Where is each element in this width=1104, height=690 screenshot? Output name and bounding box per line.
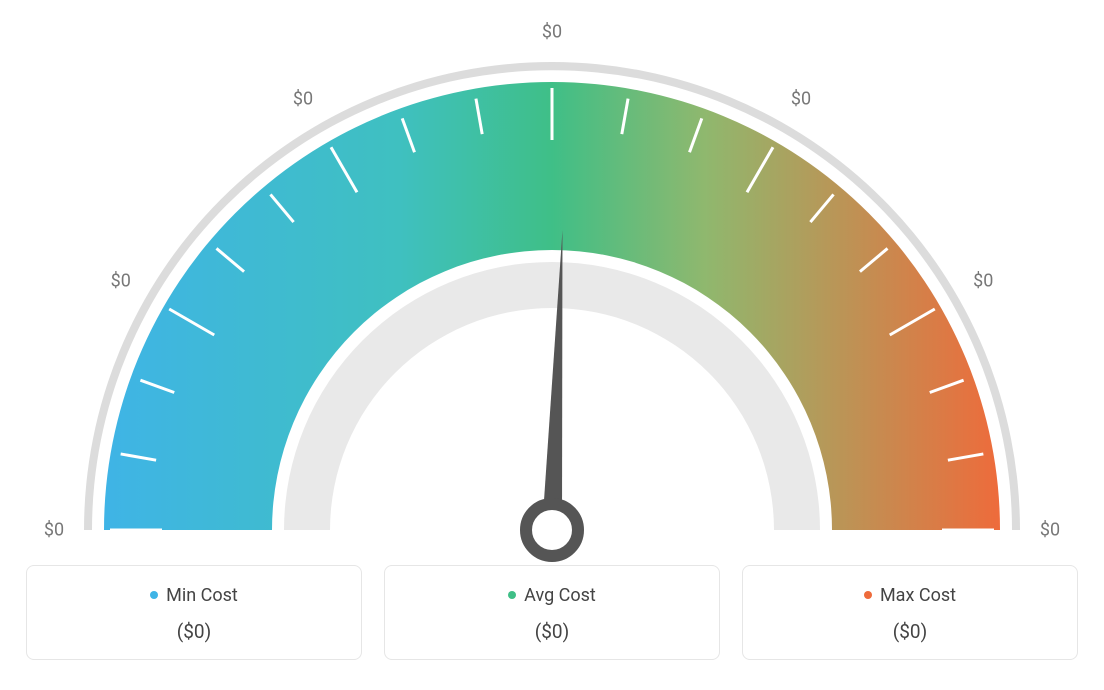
gauge-axis-label: $0 (973, 271, 993, 292)
legend-dot-avg (508, 591, 516, 599)
legend-title-avg: Avg Cost (508, 585, 596, 606)
legend-card-min: Min Cost ($0) (26, 565, 362, 660)
gauge-axis-label: $0 (111, 271, 131, 292)
legend-dot-max (864, 591, 872, 599)
gauge-axis-label: $0 (1040, 520, 1060, 541)
gauge-axis-label: $0 (293, 88, 313, 109)
legend-title-min: Min Cost (150, 585, 238, 606)
legend-value-max: ($0) (753, 620, 1067, 643)
legend-title-max: Max Cost (864, 585, 956, 606)
cost-gauge-widget: $0 $0 $0 $0 $0 $0 $0 Min Cost ($0) Avg Cost ($… (0, 0, 1104, 690)
legend-label-min: Min Cost (166, 585, 238, 606)
legend-card-max: Max Cost ($0) (742, 565, 1078, 660)
gauge-axis-label: $0 (791, 88, 811, 109)
gauge-chart: $0 $0 $0 $0 $0 $0 $0 (0, 10, 1104, 565)
gauge-axis-label: $0 (542, 22, 562, 43)
legend-label-avg: Avg Cost (524, 585, 596, 606)
legend-dot-min (150, 591, 158, 599)
legend-row: Min Cost ($0) Avg Cost ($0) Max Cost ($0… (26, 565, 1078, 660)
legend-card-avg: Avg Cost ($0) (384, 565, 720, 660)
gauge-axis-label: $0 (44, 520, 64, 541)
legend-label-max: Max Cost (880, 585, 956, 606)
legend-value-avg: ($0) (395, 620, 709, 643)
legend-value-min: ($0) (37, 620, 351, 643)
